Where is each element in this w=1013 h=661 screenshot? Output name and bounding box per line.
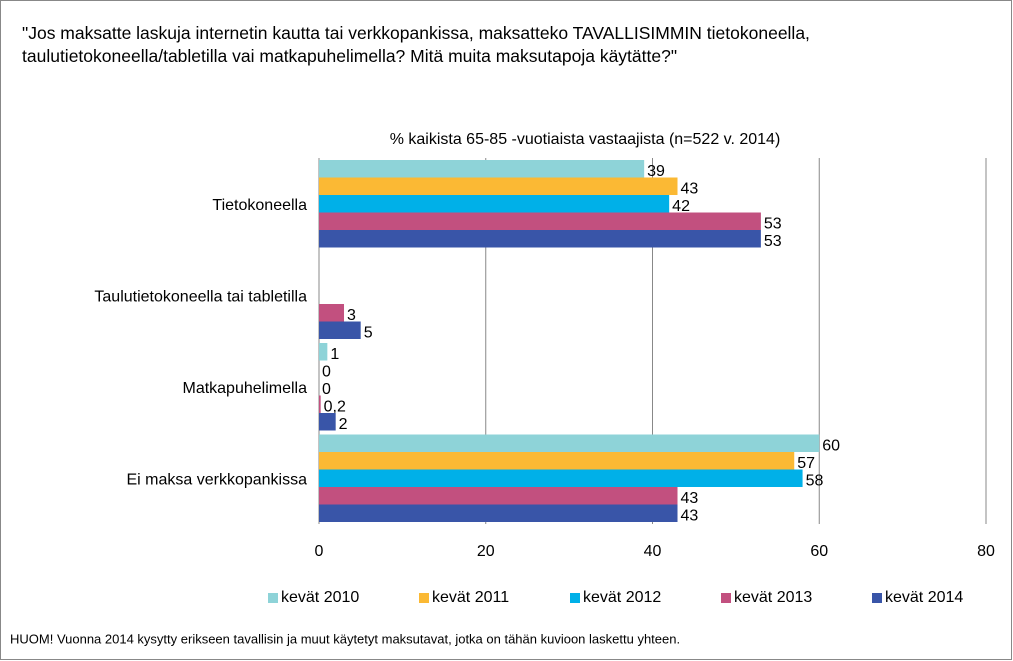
- data-label: 58: [806, 472, 824, 489]
- bar: [319, 413, 336, 431]
- legend-swatch: [872, 593, 882, 603]
- legend-swatch: [268, 593, 278, 603]
- data-label: 60: [822, 437, 840, 454]
- bar: [319, 177, 678, 195]
- bar: [319, 434, 820, 452]
- bar: [319, 304, 345, 322]
- chart-subtitle: % kaikista 65-85 -vuotiaista vastaajista…: [390, 131, 781, 148]
- data-label: 3: [347, 307, 356, 324]
- bar: [319, 195, 670, 213]
- data-label: 43: [681, 490, 699, 507]
- legend-label: kevät 2013: [734, 589, 812, 606]
- data-label: 53: [764, 215, 782, 232]
- bar: [319, 212, 761, 230]
- chart-title: "Jos maksatte laskuja internetin kautta …: [22, 23, 810, 66]
- y-tick-label: Taulutietokoneella tai tabletilla: [94, 288, 307, 305]
- x-tick-label: 80: [977, 543, 995, 560]
- bar: [319, 343, 328, 361]
- data-label: 42: [672, 198, 690, 215]
- data-label: 2: [339, 416, 348, 433]
- x-tick-label: 40: [644, 543, 662, 560]
- legend-label: kevät 2014: [885, 589, 963, 606]
- data-label: 43: [681, 180, 699, 197]
- data-label: 0: [322, 381, 331, 398]
- legend-label: kevät 2010: [281, 589, 359, 606]
- bar: [319, 230, 761, 248]
- bar: [319, 469, 803, 487]
- legend-swatch: [721, 593, 731, 603]
- y-tick-label: Ei maksa verkkopankissa: [126, 471, 307, 488]
- x-tick-label: 60: [810, 543, 828, 560]
- footnote: HUOM! Vuonna 2014 kysytty erikseen taval…: [10, 631, 680, 646]
- bar: [319, 321, 361, 339]
- data-label: 0,2: [324, 398, 346, 415]
- y-tick-label: Tietokoneella: [212, 197, 307, 214]
- data-label: 53: [764, 233, 782, 250]
- legend-label: kevät 2012: [583, 589, 661, 606]
- data-label: 1: [330, 346, 339, 363]
- bar: [319, 395, 321, 413]
- legend-label: kevät 2011: [432, 589, 509, 606]
- data-label: 0: [322, 363, 331, 380]
- legend-swatch: [570, 593, 580, 603]
- data-label: 5: [364, 324, 373, 341]
- legend-swatch: [419, 593, 429, 603]
- x-tick-label: 20: [477, 543, 495, 560]
- data-label: 39: [647, 163, 665, 180]
- bar: [319, 504, 678, 522]
- x-tick-label: 0: [315, 543, 324, 560]
- bar: [319, 452, 795, 470]
- bar: [319, 487, 678, 505]
- y-tick-label: Matkapuhelimella: [182, 380, 307, 397]
- data-label: 43: [681, 507, 699, 524]
- bar: [319, 160, 645, 178]
- data-label: 57: [797, 455, 815, 472]
